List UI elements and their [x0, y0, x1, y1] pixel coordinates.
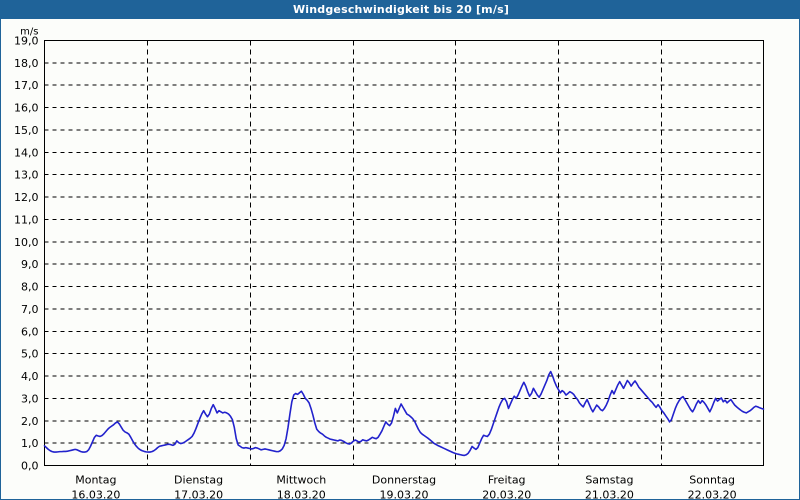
- y-axis-tick-label: 18,0: [14, 57, 39, 70]
- y-axis-tick-label: 13,0: [14, 169, 39, 182]
- y-axis-tick-label: 16,0: [14, 102, 39, 115]
- vertical-day-gridlines: [147, 40, 662, 466]
- x-axis-day-date: 18.03.20: [277, 489, 326, 500]
- y-axis-tick-label: 11,0: [14, 213, 39, 226]
- y-axis-tick-label: 7,0: [21, 303, 39, 316]
- wind-speed-line-chart: 0,0 1,0 2,0 3,0 4,0 5,0 6,0 7,0 8,0 9,0 10,0 11,0 12…: [14, 27, 765, 500]
- y-axis-tick-label: 4,0: [21, 370, 39, 383]
- y-axis-tick-label: 19,0: [14, 35, 39, 48]
- wind-speed-series-line: [43, 370, 765, 457]
- unit-label: m/s: [20, 27, 38, 38]
- y-axis-unit-label: m/s: [20, 27, 38, 38]
- y-axis-tick-label: 6,0: [21, 325, 39, 338]
- x-axis-day-date: 20.03.20: [482, 489, 531, 500]
- x-axis-day-date: 22.03.20: [688, 489, 737, 500]
- axis-frame: [44, 40, 764, 466]
- series-line-windgeschwindigkeit: [43, 370, 765, 457]
- horizontal-gridlines: [44, 40, 764, 444]
- x-axis-day-name: Freitag: [488, 474, 526, 487]
- y-axis-tick-label: 14,0: [14, 146, 39, 159]
- y-axis-tick-label: 1,0: [21, 437, 39, 450]
- y-axis-tick-label: 17,0: [14, 79, 39, 92]
- chart-plot-area: 0,0 1,0 2,0 3,0 4,0 5,0 6,0 7,0 8,0 9,0 10,0 11,0 12…: [1, 19, 799, 499]
- x-axis-day-name: Donnerstag: [372, 474, 436, 487]
- x-axis-day-date: 21.03.20: [585, 489, 634, 500]
- x-axis-day-labels: Montag 16.03.20 Dienstag 17.03.20 Mittwoch 18…: [71, 474, 736, 500]
- y-axis-tick-label: 2,0: [21, 415, 39, 428]
- y-axis-tick-label: 9,0: [21, 258, 39, 271]
- x-axis-day-name: Montag: [75, 474, 116, 487]
- y-axis-tick-label: 3,0: [21, 392, 39, 405]
- x-axis-day-date: 16.03.20: [71, 489, 120, 500]
- y-axis-tick-label: 8,0: [21, 281, 39, 294]
- y-axis-tick-label: 10,0: [14, 236, 39, 249]
- x-axis-day-name: Samstag: [585, 474, 633, 487]
- x-axis-day-name: Dienstag: [174, 474, 223, 487]
- x-axis-day-name: Sonntag: [689, 474, 735, 487]
- y-axis-tick-label: 15,0: [14, 124, 39, 137]
- window-title: Windgeschwindigkeit bis 20 [m/s]: [292, 3, 510, 16]
- y-axis-tick-label: 5,0: [21, 348, 39, 361]
- y-axis-tick-labels: 0,0 1,0 2,0 3,0 4,0 5,0 6,0 7,0 8,0 9,0 10,0 11,0 12…: [14, 35, 39, 473]
- x-axis-day-date: 17.03.20: [174, 489, 223, 500]
- y-axis-tick-label: 0,0: [21, 460, 39, 473]
- window-title-bar: Windgeschwindigkeit bis 20 [m/s]: [1, 0, 800, 19]
- x-axis-day-date: 19.03.20: [380, 489, 429, 500]
- x-axis-day-name: Mittwoch: [276, 474, 326, 487]
- y-axis-tick-label: 12,0: [14, 191, 39, 204]
